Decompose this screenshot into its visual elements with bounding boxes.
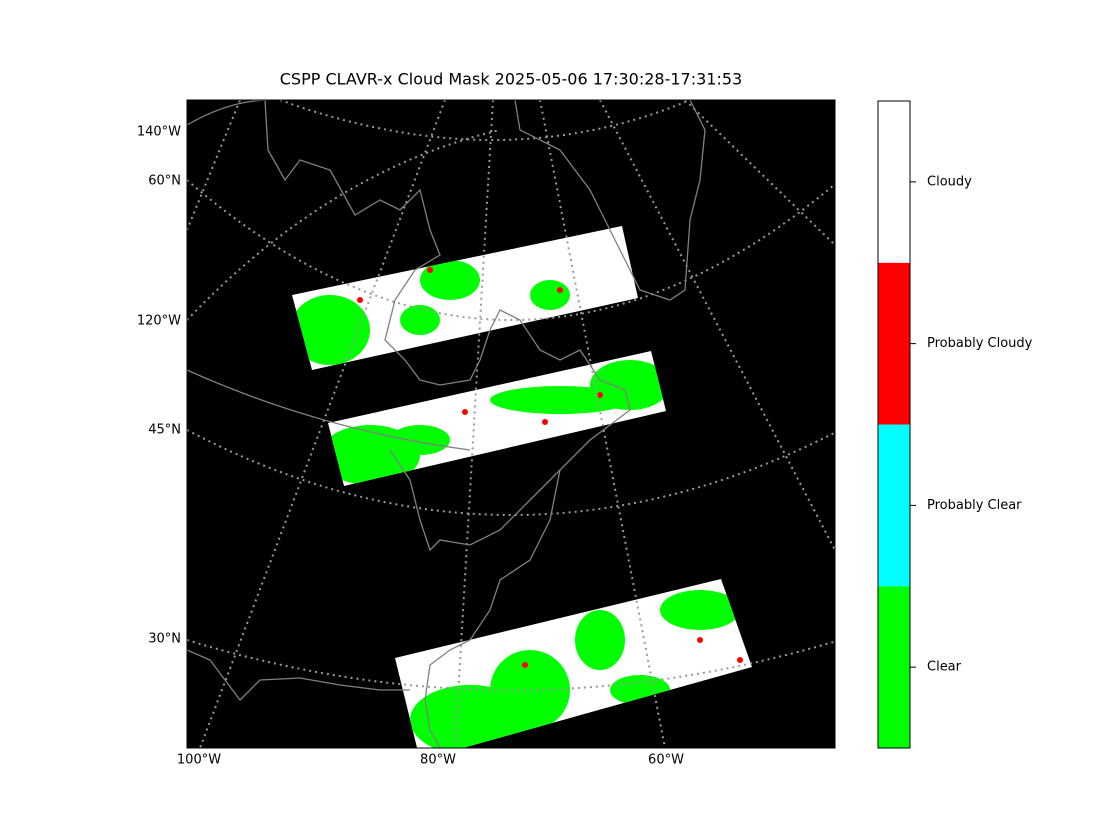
graticule: [187, 100, 835, 748]
map: [187, 100, 835, 748]
lon-label: 60°W: [648, 753, 684, 768]
colorbar-label: Clear: [927, 660, 962, 675]
lat-label: 60°N: [148, 174, 181, 189]
title: CSPP CLAVR-x Cloud Mask 2025-05-06 17:30…: [280, 70, 742, 89]
colorbar: Clear Probably Clear Probably Cloudy Cloudy: [877, 100, 1033, 749]
colorbar-segment: [878, 586, 910, 748]
lat-label: 30°N: [148, 632, 181, 647]
coastline: [187, 100, 706, 748]
colorbar-label: Cloudy: [927, 174, 972, 189]
map-frame: [186, 99, 836, 749]
lon-label: 80°W: [420, 753, 456, 768]
colorbar-frame: [877, 100, 911, 749]
lon-label: 100°W: [177, 753, 221, 768]
colorbar-label: Probably Clear: [927, 498, 1022, 513]
lon-label: 120°W: [137, 314, 181, 329]
lon-label: 140°W: [137, 125, 181, 140]
colorbar-label: Probably Cloudy: [927, 336, 1033, 351]
colorbar-segment: [878, 101, 910, 263]
colorbar-segment: [878, 262, 910, 425]
lat-label: 45°N: [148, 423, 181, 438]
colorbar-segment: [878, 424, 910, 587]
